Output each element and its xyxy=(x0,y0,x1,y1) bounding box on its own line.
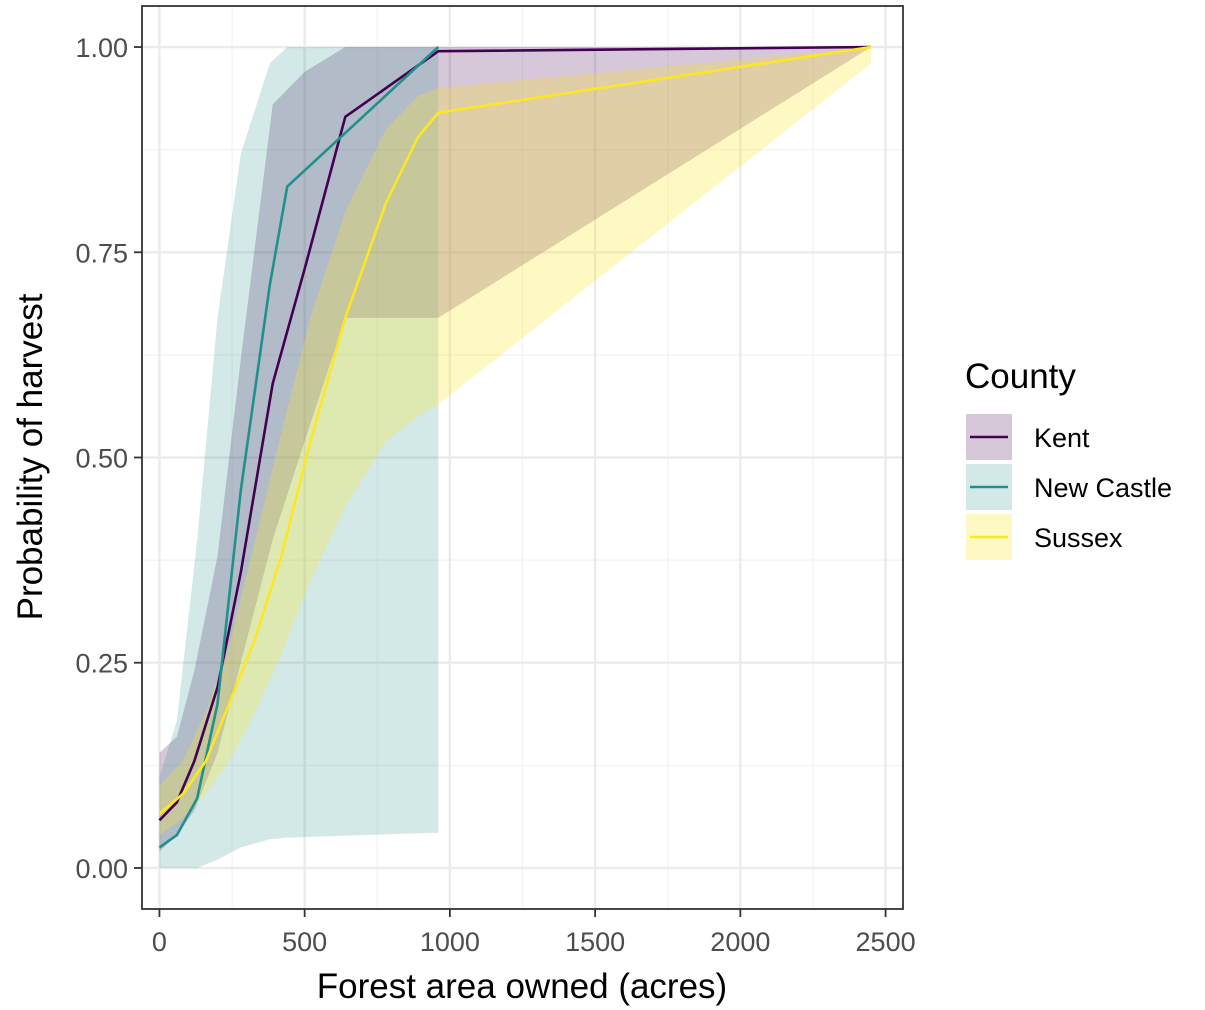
legend-label-kent: Kent xyxy=(1034,423,1090,453)
x-tick-label: 1500 xyxy=(565,927,625,957)
legend: County Kent New Castle Sussex xyxy=(965,357,1172,560)
y-tick-label: 0.00 xyxy=(75,854,128,884)
x-tick-label: 2500 xyxy=(856,927,916,957)
x-axis-ticks: 0 500 1000 1500 2000 2500 xyxy=(152,909,916,957)
line-new-castle xyxy=(158,46,440,849)
ribbon-kent xyxy=(159,47,871,852)
y-tick-label: 0.50 xyxy=(75,444,128,474)
line-kent xyxy=(158,45,872,822)
legend-label-new-castle: New Castle xyxy=(1034,473,1172,503)
y-axis-title: Probability of harvest xyxy=(11,293,50,620)
x-tick-label: 2000 xyxy=(710,927,770,957)
x-tick-label: 0 xyxy=(152,927,167,957)
y-axis-ticks: 0.00 0.25 0.50 0.75 1.00 xyxy=(75,33,142,884)
y-tick-label: 0.25 xyxy=(75,649,128,679)
legend-title: County xyxy=(965,357,1076,396)
y-tick-label: 0.75 xyxy=(75,238,128,268)
legend-label-sussex: Sussex xyxy=(1034,523,1123,553)
x-axis-title: Forest area owned (acres) xyxy=(317,967,727,1006)
legend-items: Kent New Castle Sussex xyxy=(966,414,1172,560)
x-tick-label: 1000 xyxy=(420,927,480,957)
series-lines xyxy=(158,45,872,849)
ribbon-sussex xyxy=(159,47,871,836)
x-tick-label: 500 xyxy=(282,927,327,957)
line-sussex xyxy=(158,45,872,815)
y-tick-label: 1.00 xyxy=(75,33,128,63)
major-gridlines xyxy=(142,6,903,909)
